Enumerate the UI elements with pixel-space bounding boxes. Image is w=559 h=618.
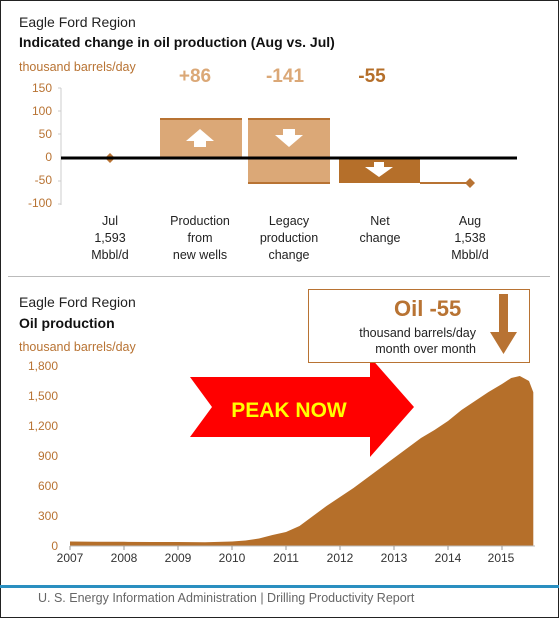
delta-new-wells: +86 (178, 66, 212, 87)
bottom-chart-unit: thousand barrels/day (19, 340, 136, 354)
bottom-xtick: 2014 (434, 551, 462, 565)
top-ytick: -50 (34, 173, 52, 187)
bottom-xtick: 2008 (110, 551, 138, 565)
top-chart-title: Indicated change in oil production (Aug … (19, 34, 335, 50)
down-arrow-icon (365, 162, 393, 177)
footer-rule (0, 585, 559, 588)
bottom-ytick: 600 (37, 479, 58, 493)
peak-arrow (190, 357, 414, 457)
bottom-xtick: 2009 (164, 551, 192, 565)
top-ytick: 150 (31, 81, 52, 95)
bottom-ytick: 1,200 (27, 419, 58, 433)
bottom-xtick: 2011 (273, 551, 299, 565)
bottom-ytick: 1,500 (27, 389, 58, 403)
bar-legacy (248, 119, 330, 183)
xlabel-legacy: Legacy production change (259, 214, 319, 262)
bottom-ytick: 1,800 (27, 359, 58, 373)
aug-marker (465, 178, 475, 188)
down-arrow-icon (490, 294, 517, 354)
top-ytick: 50 (38, 127, 52, 141)
xlabel-new-wells: Production from new wells (170, 214, 230, 262)
waterfall-chart (58, 87, 517, 205)
bottom-xtick: 2013 (380, 551, 408, 565)
top-y-ticks (58, 87, 61, 205)
bottom-chart-region: Eagle Ford Region (19, 294, 136, 310)
production-area (70, 376, 534, 546)
delta-legacy: -141 (265, 66, 305, 87)
oil-callout-line1: thousand barrels/day (359, 326, 476, 340)
section-divider (8, 276, 550, 277)
bottom-x-ticks (69, 546, 503, 550)
top-chart-unit: thousand barrels/day (19, 60, 136, 74)
production-area-chart: PEAK NOW (69, 357, 535, 550)
bottom-xtick: 2010 (218, 551, 246, 565)
top-chart-region: Eagle Ford Region (19, 14, 136, 30)
bottom-xtick: 2012 (326, 551, 354, 565)
xlabel-jul: Jul 1,593 Mbbl/d (91, 214, 129, 262)
bottom-ytick: 900 (37, 449, 58, 463)
bottom-chart-title: Oil production (19, 315, 115, 331)
oil-callout-line2: month over month (375, 342, 476, 356)
footer-text: U. S. Energy Information Administration … (38, 591, 415, 605)
top-ytick: 100 (31, 104, 52, 118)
peak-arrow-label: PEAK NOW (231, 399, 347, 422)
xlabel-aug: Aug 1,538 Mbbl/d (451, 214, 489, 262)
delta-net: -55 (358, 66, 386, 87)
bottom-ytick: 300 (37, 509, 58, 523)
top-ytick: 0 (45, 150, 52, 164)
bottom-xtick: 2007 (56, 551, 84, 565)
oil-callout-box: Oil -55 thousand barrels/day month over … (308, 289, 530, 363)
down-arrow-icon (275, 129, 303, 147)
oil-callout-headline: Oil -55 (394, 296, 462, 321)
xlabel-net: Net change (359, 214, 401, 245)
bottom-ytick: 0 (51, 539, 58, 553)
bottom-xtick: 2015 (487, 551, 515, 565)
up-arrow-icon (186, 129, 214, 147)
top-ytick: -100 (27, 196, 52, 210)
